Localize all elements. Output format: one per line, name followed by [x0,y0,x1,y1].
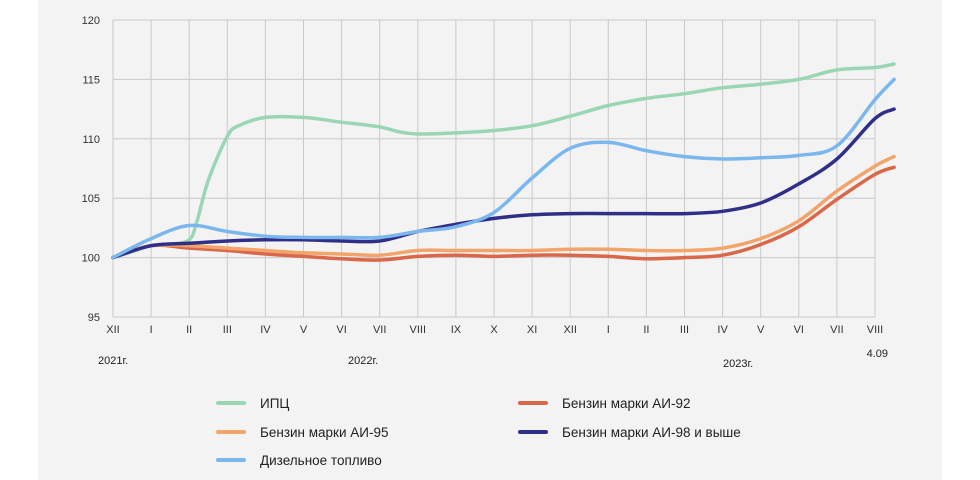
x-tick-label: V [300,324,308,336]
x-tick-label: IX [451,324,462,336]
y-tick-label: 120 [82,15,100,27]
y-tick-label: 115 [82,74,100,86]
year-label: 2022г. [348,355,378,367]
x-tick-label: VII [830,324,843,336]
chart-panel: 95 100 105 110 115 120 XII I II III IV V VI VII VIII IX… [38,0,942,480]
x-tick-label: V [757,324,765,336]
y-tick-label: 105 [82,193,100,205]
end-date-label: 4.09 [867,348,888,360]
series-line-ai98 [111,107,896,260]
x-tick-label: XII [563,324,576,336]
year-label: 2021г. [98,355,128,367]
x-tick-label: VIII [410,324,427,336]
legend-label-ai92: Бензин марки АИ-92 [562,395,691,411]
x-tick-label: IV [717,324,728,336]
x-tick-label: III [223,324,232,336]
x-tick-label: IV [260,324,271,336]
legend-item-ai98: Бензин марки АИ-98 и выше [518,423,741,441]
x-tick-label: II [643,324,649,336]
legend-label-cpi: ИПЦ [260,395,290,411]
x-tick-label: VIII [867,324,884,336]
series-line-cpi [111,62,896,260]
legend-swatch-ai95 [216,430,246,434]
x-tick-label: II [186,324,192,336]
x-tick-label: I [607,324,610,336]
legend-swatch-diesel [216,458,246,462]
legend-item-ai92: Бензин марки АИ-92 [518,394,690,412]
x-tick-label: XI [527,324,537,336]
legend-swatch-ai92 [518,401,548,405]
legend-item-ai95: Бензин марки АИ-95 [216,423,388,441]
year-label: 2023г. [723,358,753,370]
x-tick-label: VI [336,324,346,336]
x-tick-label: III [680,324,689,336]
legend-label-diesel: Дизельное топливо [260,452,382,468]
series-lines [111,62,896,262]
x-tick-label: I [150,324,153,336]
x-tick-label: X [490,324,498,336]
series-line-ai92 [111,165,896,262]
x-tick-label: XII [106,324,119,336]
legend-label-ai95: Бензин марки АИ-95 [260,424,389,440]
gridlines [112,19,876,318]
legend-label-ai98: Бензин марки АИ-98 и выше [562,424,741,440]
y-tick-label: 110 [82,134,100,146]
x-tick-label: VI [794,324,804,336]
legend-item-diesel: Дизельное топливо [216,451,382,469]
legend-item-cpi: ИПЦ [216,394,289,412]
y-tick-label: 95 [88,312,100,324]
legend-swatch-cpi [216,401,246,405]
y-tick-label: 100 [82,253,100,265]
series-line-ai95 [111,154,896,260]
series-line-diesel [111,77,896,260]
x-tick-label: VII [373,324,386,336]
legend-swatch-ai98 [518,430,548,434]
